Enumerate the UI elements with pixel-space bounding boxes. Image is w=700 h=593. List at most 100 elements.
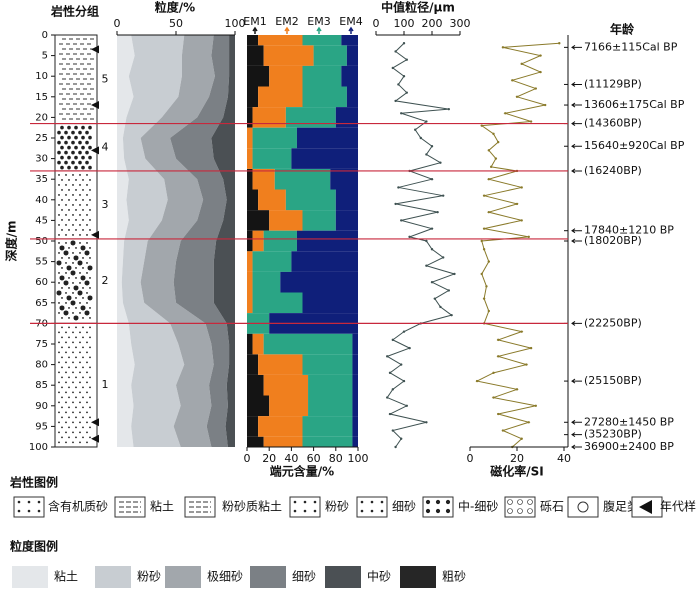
lith-dot bbox=[86, 234, 88, 236]
lith-dot bbox=[89, 326, 91, 329]
lith-dot bbox=[72, 401, 74, 404]
lith-dot bbox=[59, 245, 65, 251]
lith-dot bbox=[75, 336, 77, 339]
em-band bbox=[291, 251, 358, 272]
lith-dot bbox=[68, 436, 70, 439]
em-band bbox=[247, 45, 264, 66]
lith-dot bbox=[86, 411, 88, 414]
lith-dot bbox=[56, 290, 62, 296]
lith-dot bbox=[89, 257, 91, 259]
y-tick-label: 65 bbox=[35, 298, 48, 309]
lith-dot bbox=[89, 317, 91, 319]
em-band bbox=[346, 86, 358, 108]
point bbox=[425, 421, 428, 424]
lith-dot bbox=[78, 130, 82, 135]
x-tick-label: 40 bbox=[557, 452, 571, 465]
lith-dot bbox=[68, 386, 70, 389]
em-band bbox=[308, 374, 353, 396]
lith-dot bbox=[64, 150, 68, 155]
em-band bbox=[247, 292, 253, 314]
lith-dot bbox=[79, 431, 81, 434]
lith-dot bbox=[65, 381, 67, 384]
point bbox=[487, 309, 490, 313]
lith-dot bbox=[65, 272, 67, 274]
point bbox=[492, 132, 495, 136]
point bbox=[439, 161, 442, 164]
legend-label: 砾石 bbox=[540, 500, 564, 514]
point bbox=[497, 412, 500, 416]
lith-dot bbox=[72, 341, 74, 344]
age-sample bbox=[91, 146, 99, 155]
lith-dot bbox=[79, 391, 81, 394]
lith-dot bbox=[65, 341, 67, 344]
lith-dot bbox=[65, 441, 67, 444]
lith-dot bbox=[74, 155, 78, 160]
lith-dot bbox=[65, 331, 67, 334]
lith-dot bbox=[81, 145, 85, 150]
lith-dot bbox=[82, 257, 84, 259]
lith-dot bbox=[61, 326, 63, 329]
lith-dot bbox=[61, 386, 63, 389]
lith-dot bbox=[81, 165, 85, 170]
legend-pattern bbox=[27, 500, 31, 504]
em-legend: EM3 bbox=[307, 15, 330, 28]
lith-dot bbox=[80, 245, 86, 251]
em-band bbox=[258, 416, 303, 437]
point bbox=[405, 404, 408, 407]
lith-dot bbox=[72, 252, 74, 254]
age-sample bbox=[91, 45, 99, 54]
point bbox=[487, 149, 490, 152]
lith-dot bbox=[68, 179, 70, 181]
lith-dot bbox=[58, 441, 60, 444]
em-band bbox=[269, 65, 303, 87]
lith-dot bbox=[82, 219, 84, 221]
legend-swatch bbox=[165, 566, 201, 588]
lith-dot bbox=[68, 247, 70, 249]
lith-dot bbox=[82, 229, 84, 231]
em-band bbox=[269, 395, 309, 417]
lith-dot bbox=[58, 242, 60, 244]
point bbox=[400, 219, 403, 222]
legend-pattern bbox=[517, 508, 523, 514]
em-band bbox=[302, 210, 336, 231]
lith-dot bbox=[72, 441, 74, 444]
lith-dot bbox=[86, 361, 88, 364]
legend-label: 细砂 bbox=[392, 500, 416, 514]
point bbox=[425, 153, 428, 156]
em-band bbox=[280, 271, 358, 293]
lith-dot bbox=[89, 396, 91, 399]
lith-dot bbox=[60, 155, 64, 160]
em-band bbox=[302, 292, 358, 314]
x-tick-label: 80 bbox=[329, 452, 343, 465]
em-band bbox=[247, 395, 270, 417]
lith-dot bbox=[89, 229, 91, 231]
legend-swatch bbox=[356, 496, 388, 518]
lith-dot bbox=[65, 194, 67, 196]
y-tick-label: 100 bbox=[29, 442, 48, 453]
legend-label: 中砂 bbox=[367, 569, 391, 584]
lith-dot bbox=[68, 189, 70, 191]
lith-dot bbox=[65, 204, 67, 206]
lith-dot bbox=[79, 242, 81, 244]
grain-title: 粒度/% bbox=[155, 0, 195, 15]
legend-pattern bbox=[445, 508, 451, 514]
em-band bbox=[352, 395, 358, 417]
lith-dot bbox=[65, 351, 67, 354]
x-tick-label: 300 bbox=[450, 17, 471, 30]
legend-pattern bbox=[380, 500, 384, 504]
lith-dot bbox=[75, 209, 77, 211]
lith-dot bbox=[65, 224, 67, 226]
lith-dot bbox=[82, 406, 84, 409]
legend-label: 粉砂质粘土 bbox=[222, 499, 282, 514]
lith-dot bbox=[65, 411, 67, 414]
lith-dot bbox=[65, 371, 67, 374]
em-band bbox=[335, 189, 358, 211]
lith-unit bbox=[54, 238, 98, 324]
lith-dot bbox=[85, 140, 89, 145]
lith-dot bbox=[86, 421, 88, 424]
lith-dot bbox=[79, 341, 81, 344]
y-tick-label: 10 bbox=[35, 71, 48, 82]
point bbox=[402, 75, 406, 78]
y-tick-label: 75 bbox=[35, 339, 48, 350]
em-band bbox=[247, 271, 253, 293]
